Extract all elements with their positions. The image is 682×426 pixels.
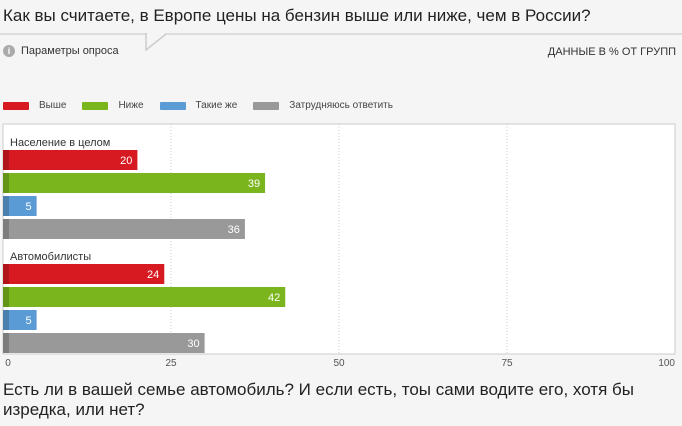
legend-label: Ниже (118, 100, 144, 111)
divider (165, 33, 682, 35)
legend-item[interactable]: Такие же (159, 100, 238, 111)
bar-stub (3, 196, 9, 216)
bar-value-label: 36 (228, 224, 240, 236)
bar[interactable] (3, 150, 138, 170)
category-label: Автомобилисты (10, 251, 91, 263)
legend-label: Выше (39, 100, 67, 111)
bar-stub (3, 219, 9, 239)
bar-stub (3, 150, 9, 170)
bar-value-label: 5 (25, 315, 31, 327)
legend-swatch (3, 101, 29, 110)
legend-swatch (82, 101, 109, 110)
bar[interactable] (3, 264, 165, 284)
legend-item[interactable]: Выше (3, 100, 66, 111)
bar[interactable] (3, 219, 245, 239)
chart-legend: Выше Ниже Такие же Затрудняюсь ответить (3, 100, 409, 111)
bar[interactable] (3, 196, 37, 216)
legend-swatch (253, 101, 280, 110)
x-tick-label: 50 (333, 358, 345, 369)
bar-value-label: 30 (187, 338, 199, 350)
legend-label: Такие же (195, 100, 238, 111)
bar-stub (3, 264, 9, 284)
bar-stub (3, 173, 9, 193)
bar-value-label: 5 (25, 201, 31, 213)
bar-value-label: 24 (147, 269, 159, 281)
bar-stub (3, 333, 9, 353)
bar-stub (3, 287, 9, 307)
survey-params-button[interactable]: i Параметры опроса (3, 45, 119, 57)
bar[interactable] (3, 287, 286, 307)
info-icon: i (3, 45, 15, 57)
question-title: Как вы считаете, в Европе цены на бензин… (3, 6, 591, 25)
divider-notch (145, 33, 167, 51)
x-tick-label: 100 (658, 358, 675, 369)
bar-value-label: 20 (120, 155, 132, 167)
bar[interactable] (3, 173, 266, 193)
bar-value-label: 39 (248, 178, 260, 190)
legend-label: Затрудняюсь ответить (289, 100, 393, 111)
x-tick-label: 75 (501, 358, 513, 369)
x-tick-label: 0 (5, 358, 11, 369)
bar-stub (3, 310, 9, 330)
legend-swatch (159, 101, 186, 110)
x-tick-label: 25 (165, 358, 177, 369)
bar-value-label: 42 (268, 292, 280, 304)
units-label: ДАННЫЕ В % ОТ ГРУПП (547, 46, 676, 58)
legend-item[interactable]: Затрудняюсь ответить (253, 100, 393, 111)
category-label: Население в целом (10, 137, 110, 149)
bar[interactable] (3, 333, 205, 353)
survey-params-label: Параметры опроса (21, 45, 119, 57)
legend-item[interactable]: Ниже (82, 100, 144, 111)
next-question-title: Есть ли в вашей семье автомобиль? И если… (3, 380, 634, 419)
bar[interactable] (3, 310, 37, 330)
divider (0, 33, 147, 35)
bar-chart: 0 25 50 75 100 Население в целом 20 39 5 36 Автомо… (2, 123, 676, 369)
